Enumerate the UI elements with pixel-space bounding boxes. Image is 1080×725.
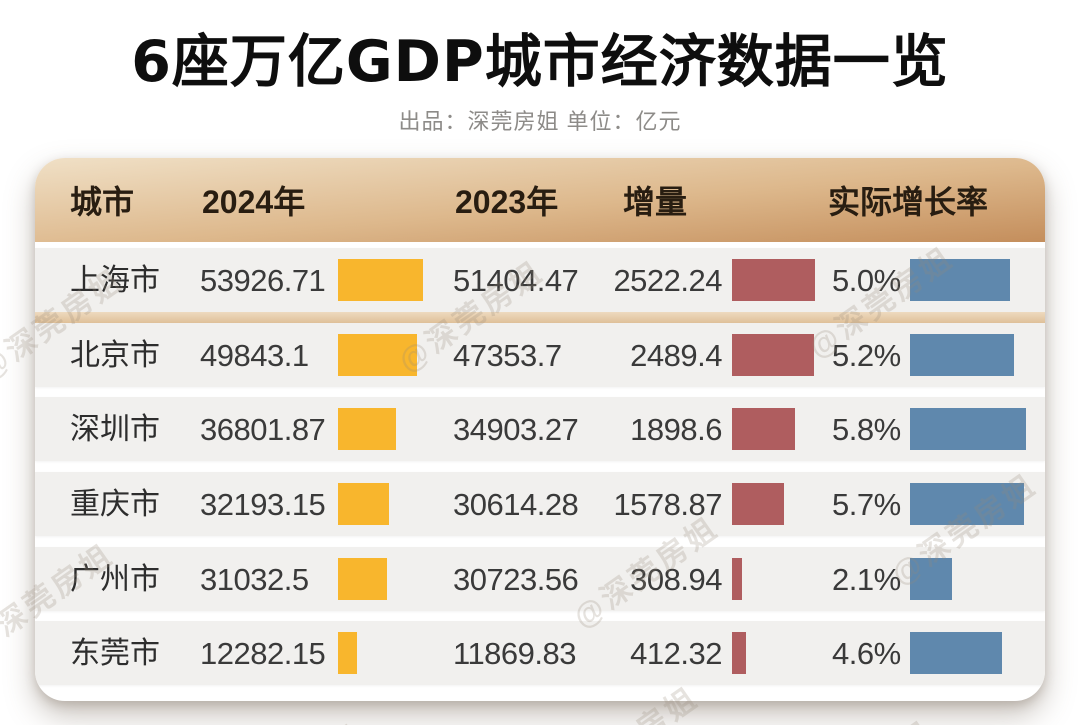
watermark-text: @深莞房姐 [918,717,1080,725]
watermark-text: @深莞房姐 [0,715,152,725]
header-cell-2023: 2023年 [455,184,559,220]
increment-bar [732,483,784,525]
increment-bar [732,259,815,301]
value-2023: 30614.28 [453,487,579,522]
table-row: 深圳市 36801.87 34903.27 1898.6 5.8% [35,397,1045,461]
growth-rate-bar [910,558,952,600]
data-card: 城市 2024年 2023年 增量 实际增长率 上海市 53926.71 514… [35,158,1045,701]
row-divider-accent [35,312,1045,323]
table-row: 东莞市 12282.15 11869.83 412.32 4.6% [35,621,1045,685]
city-name: 北京市 [70,339,160,372]
increment-value: 2522.24 [613,263,722,298]
growth-rate-bar [910,334,1014,376]
city-name: 重庆市 [70,488,160,521]
increment-bar [732,558,743,600]
header-cell-increment: 增量 [623,184,688,220]
bar-2024 [338,558,387,600]
bar-2024 [338,259,423,301]
header-cell-2024: 2024年 [202,184,306,220]
increment-value: 308.94 [630,562,722,597]
value-2023: 34903.27 [453,412,579,447]
value-2024: 32193.15 [200,487,326,522]
bar-2024 [338,483,389,525]
watermark-text: @深莞房姐 [778,707,942,725]
growth-rate-bar [910,632,1002,674]
growth-rate-value: 2.1% [832,562,901,597]
value-2024: 53926.71 [200,263,326,298]
value-2024: 36801.87 [200,412,326,447]
city-name: 深圳市 [70,413,160,446]
growth-rate-bar [910,483,1024,525]
bar-2024 [338,632,358,674]
value-2024: 12282.15 [200,636,326,671]
watermark-text: @深莞房姐 [208,710,372,725]
increment-value: 2489.4 [630,338,722,373]
bar-2024 [338,334,417,376]
increment-value: 412.32 [630,636,722,671]
growth-rate-value: 4.6% [832,636,901,671]
page-subtitle: 出品：深莞房姐 单位：亿元 [398,109,682,134]
table-row: 上海市 53926.71 51404.47 2522.24 5.0% [35,248,1045,312]
value-2023: 11869.83 [453,636,577,671]
header-cell-city: 城市 [70,184,135,220]
city-name: 东莞市 [70,637,160,670]
growth-rate-bar [910,408,1026,450]
value-2024: 49843.1 [200,338,309,373]
increment-value: 1898.6 [630,412,722,447]
growth-rate-value: 5.2% [832,338,901,373]
value-2023: 51404.47 [453,263,579,298]
increment-bar [732,334,814,376]
growth-rate-value: 5.8% [832,412,901,447]
increment-bar [732,632,746,674]
header-cell-growth-rate: 实际增长率 [828,184,989,220]
increment-value: 1578.87 [613,487,722,522]
page-title: 6座万亿GDP城市经济数据一览 [131,29,949,95]
growth-rate-bar [910,259,1010,301]
city-name: 上海市 [70,264,160,297]
value-2024: 31032.5 [200,562,309,597]
increment-bar [732,408,795,450]
table-row: 广州市 31032.5 30723.56 308.94 2.1% [35,547,1045,611]
bar-2024 [338,408,396,450]
growth-rate-value: 5.7% [832,487,901,522]
value-2023: 30723.56 [453,562,579,597]
city-name: 广州市 [70,563,160,596]
growth-rate-value: 5.0% [832,263,901,298]
table-row: 重庆市 32193.15 30614.28 1578.87 5.7% [35,472,1045,536]
table-header: 城市 2024年 2023年 增量 实际增长率 [35,158,1045,242]
table-row: 北京市 49843.1 47353.7 2489.4 5.2% [35,323,1045,387]
value-2023: 47353.7 [453,338,562,373]
